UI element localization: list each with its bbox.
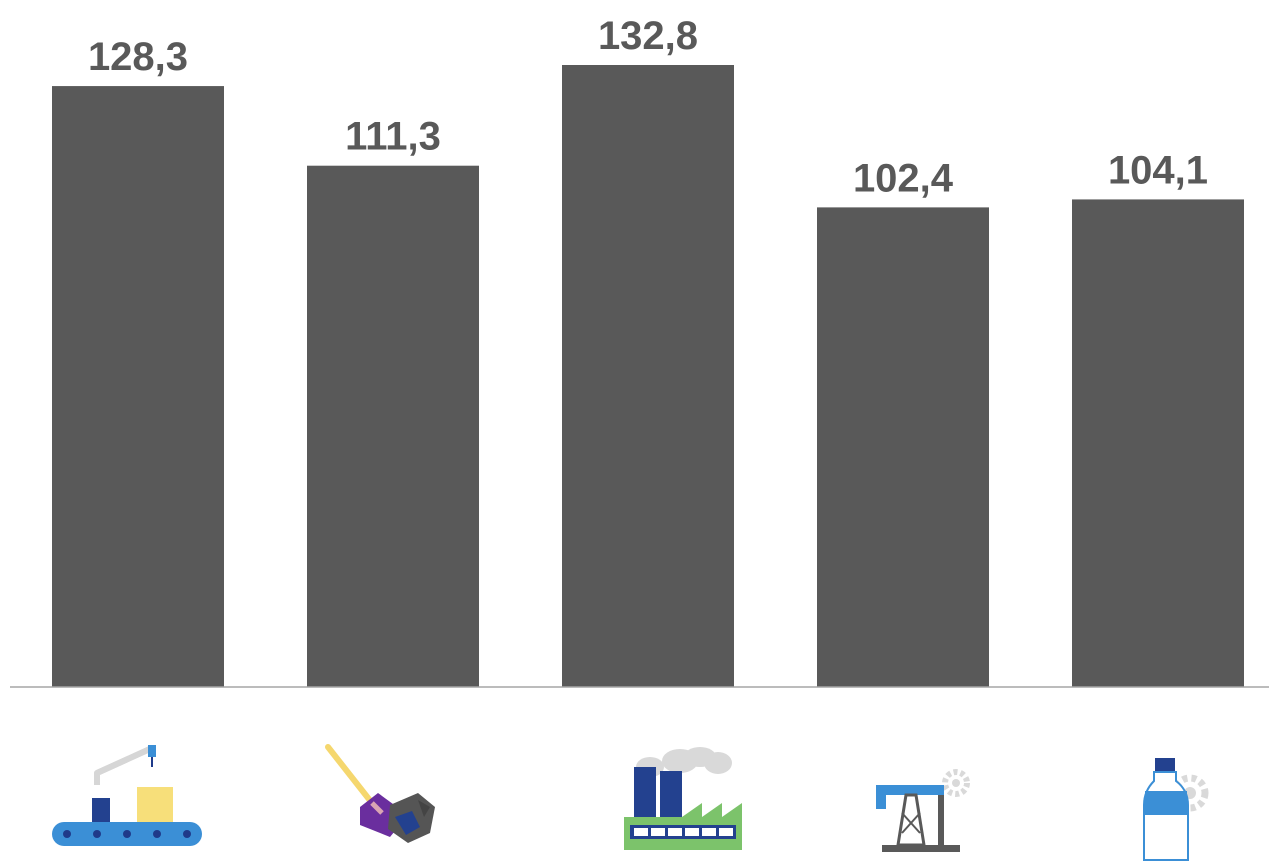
bar-1 [52,86,224,688]
bar-5 [1072,199,1244,687]
mining-icon [325,744,435,843]
value-labels-group: 128,3 111,3 132,8 102,4 104,1 [88,14,1208,200]
water-bottle-icon [1143,758,1209,861]
bar-3 [562,65,734,687]
bar-2 [307,165,479,687]
value-label-1: 128,3 [88,35,188,79]
bars-group [52,65,1244,688]
value-label-2: 111,3 [345,115,441,159]
value-label-4: 102,4 [853,156,954,200]
bar-4 [817,207,989,687]
value-label-3: 132,8 [598,14,698,58]
factory-icon [624,747,742,850]
value-label-5: 104,1 [1108,148,1208,192]
manufacturing-icon [52,745,202,846]
oil-pump-icon [876,769,970,852]
